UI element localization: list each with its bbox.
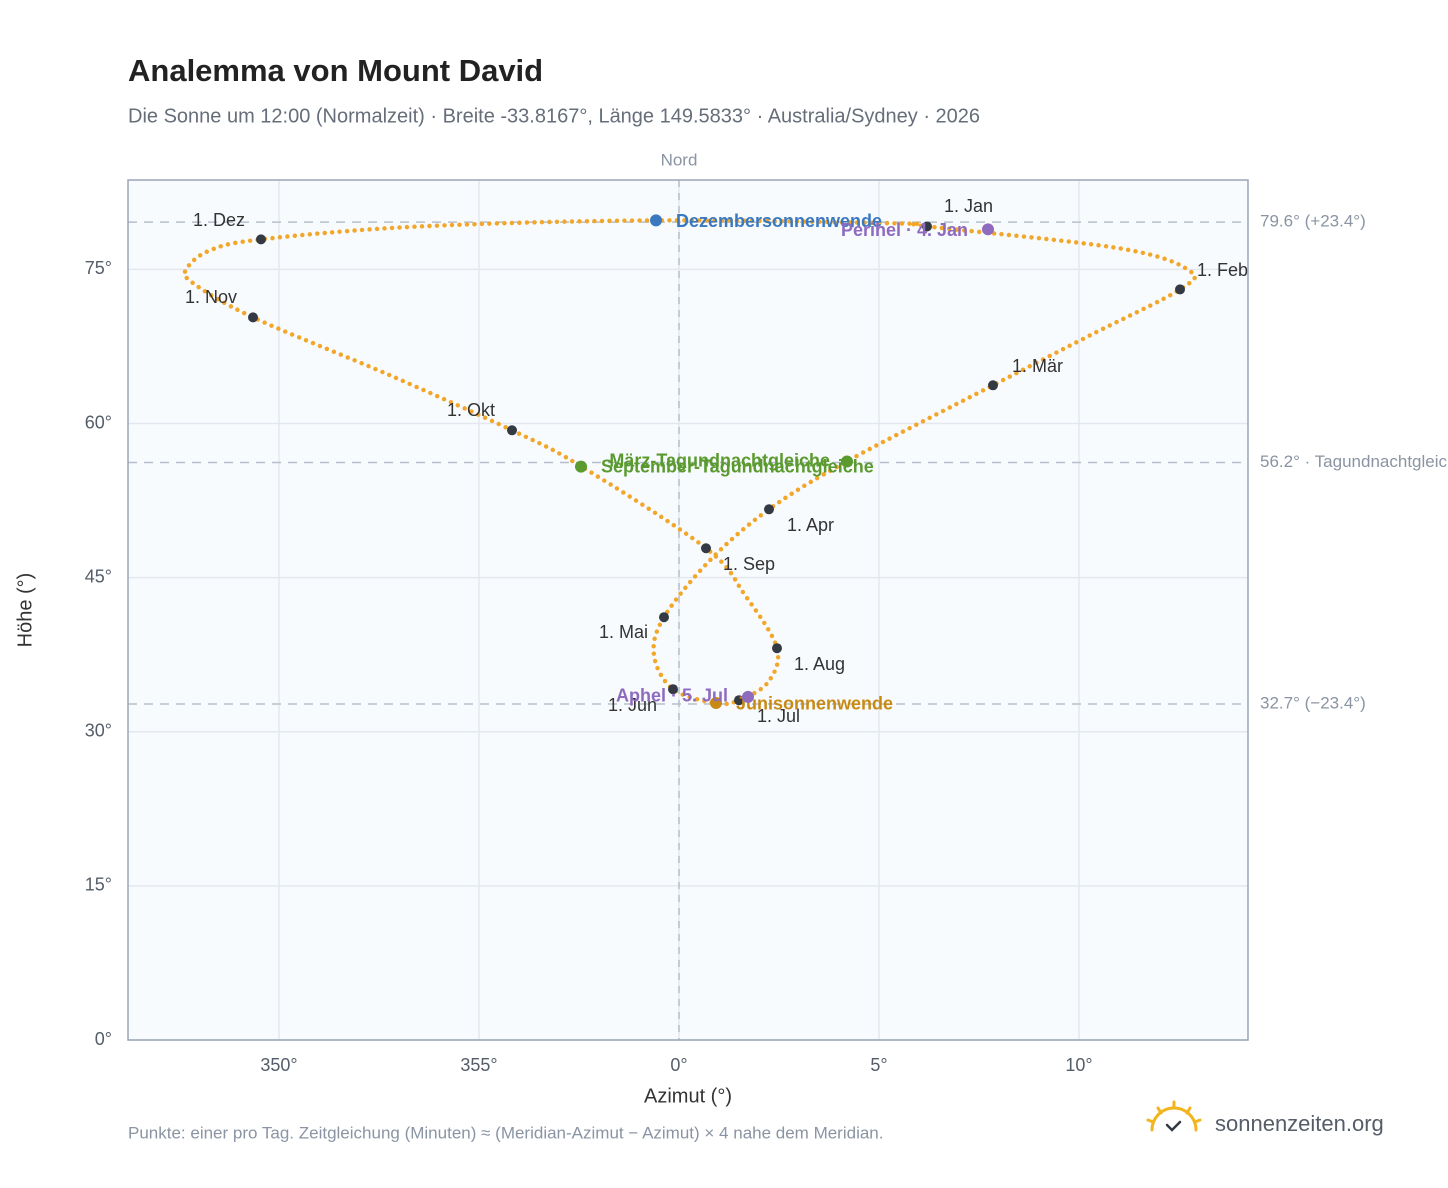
month-marker [659,612,669,622]
y-tick-label: 60° [85,412,112,432]
page: {"chart_data": { "type": "scatter", "tit… [0,0,1448,1188]
y-tick-label: 30° [85,721,112,741]
event-label: September-Tagundnachtgleiche [601,456,874,476]
y-tick-label: 45° [85,566,112,586]
month-marker [701,543,711,553]
month-label: 1. Mai [599,622,648,642]
event-marker [742,691,754,703]
reference-label: 79.6° (+23.4°) [1260,212,1366,231]
month-marker [248,312,258,322]
event-label: Perihel · 4. Jan [841,220,968,240]
y-tick-label: 0° [95,1029,112,1049]
x-tick-label: 355° [460,1055,497,1075]
month-label: 1. Jan [944,196,993,216]
month-marker [772,643,782,653]
footnote: Punkte: einer pro Tag. Zeitgleichung (Mi… [128,1123,884,1142]
month-label: 1. Okt [447,400,495,420]
month-marker [1175,284,1185,294]
x-axis-title: Azimut (°) [644,1085,732,1107]
event-marker [575,461,587,473]
chart-title: Analemma von Mount David [128,53,543,88]
month-marker [256,234,266,244]
x-tick-label: 10° [1065,1055,1092,1075]
event-label: Junisonnenwende [736,694,893,714]
month-marker [507,425,517,435]
chart: Analemma von Mount David Die Sonne um 12… [0,0,1448,1188]
month-label: 1. Nov [185,287,237,307]
event-label: Aphel · 5. Jul [616,686,728,706]
reference-label: 32.7° (−23.4°) [1260,693,1366,712]
x-tick-label: 0° [670,1055,687,1075]
month-label: 1. Apr [787,515,834,535]
month-label: 1. Mär [1012,356,1063,376]
month-label: 1. Aug [794,654,845,674]
month-label: 1. Sep [723,554,775,574]
brand: sonnenzeiten.org [1215,1111,1384,1136]
brand-logo [1148,1102,1200,1130]
month-label: 1. Feb [1197,260,1248,280]
x-tick-label: 5° [870,1055,887,1075]
y-tick-label: 75° [85,258,112,278]
plot-area [128,180,1248,1040]
north-label: Nord [661,150,698,169]
x-tick-label: 350° [260,1055,297,1075]
month-label: 1. Dez [193,210,245,230]
event-marker [650,214,662,226]
y-tick-label: 15° [85,875,112,895]
chart-subtitle: Die Sonne um 12:00 (Normalzeit) · Breite… [128,105,980,127]
event-marker [982,223,994,235]
y-axis-title: Höhe (°) [14,573,36,648]
month-marker [988,380,998,390]
reference-label: 56.2° · Tagundnachtgleiche [1260,452,1448,471]
month-marker [764,504,774,514]
